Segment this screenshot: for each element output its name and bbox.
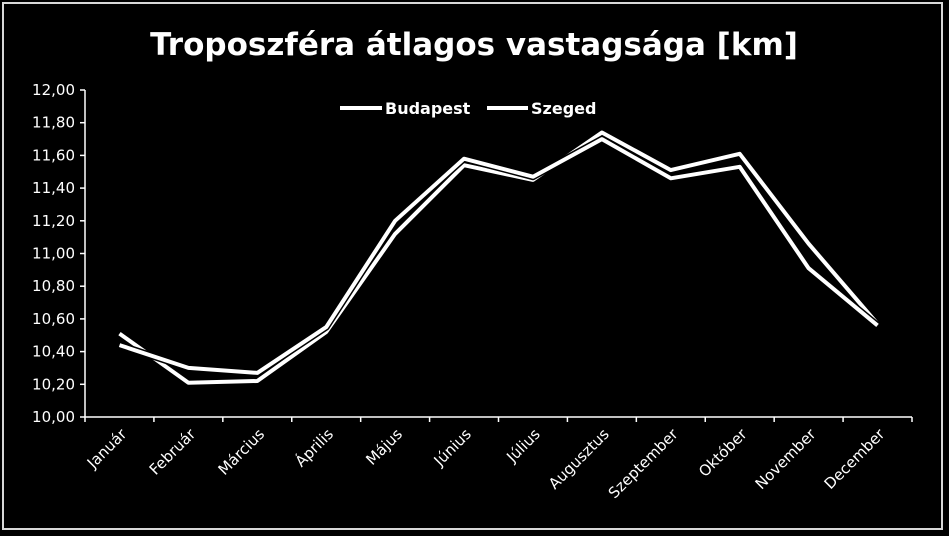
y-tick-label: 10,40 <box>32 343 75 361</box>
x-tick-label: Július <box>502 425 544 467</box>
x-tick-label: Október <box>695 425 751 481</box>
x-tick-label: Május <box>362 425 406 469</box>
legend-label-budapest: Budapest <box>385 99 471 118</box>
legend-label-szeged: Szeged <box>531 99 596 118</box>
chart-frame <box>2 2 943 530</box>
y-tick-label: 10,80 <box>32 277 75 295</box>
chart-title: Troposzféra átlagos vastagsága [km] <box>150 27 798 63</box>
y-tick-label: 10,20 <box>32 375 75 393</box>
x-tick-label: Március <box>215 425 269 479</box>
legend: Budapest Szeged <box>340 99 596 118</box>
x-tick-label: Szeptember <box>605 425 683 503</box>
x-tick-label: Augusztus <box>545 425 613 493</box>
y-tick-label: 11,00 <box>32 245 75 263</box>
x-tick-label: Április <box>291 424 337 470</box>
y-tick-label: 11,80 <box>32 114 75 132</box>
y-tick-label: 10,00 <box>32 408 75 426</box>
series-line-budapest <box>118 130 880 385</box>
y-tick-label: 12,00 <box>32 81 75 99</box>
y-tick-label: 11,60 <box>32 146 75 164</box>
x-tick-label: December <box>821 425 889 493</box>
y-tick-label: 10,60 <box>32 310 75 328</box>
y-tick-label: 11,20 <box>32 212 75 230</box>
x-tick-label: Február <box>146 425 200 479</box>
series-line-szeged <box>118 137 879 375</box>
series-group <box>117 129 881 387</box>
x-axis: Január Február Március Április Május Június Jú… <box>83 416 913 503</box>
y-axis: 10,00 10,20 10,40 10,60 10,80 11,00 11,20 11,40… <box>32 81 86 426</box>
x-tick-label: Január <box>83 425 131 473</box>
x-tick-label: Június <box>430 425 475 470</box>
x-tick-label: November <box>752 425 820 493</box>
y-tick-label: 11,40 <box>32 179 75 197</box>
